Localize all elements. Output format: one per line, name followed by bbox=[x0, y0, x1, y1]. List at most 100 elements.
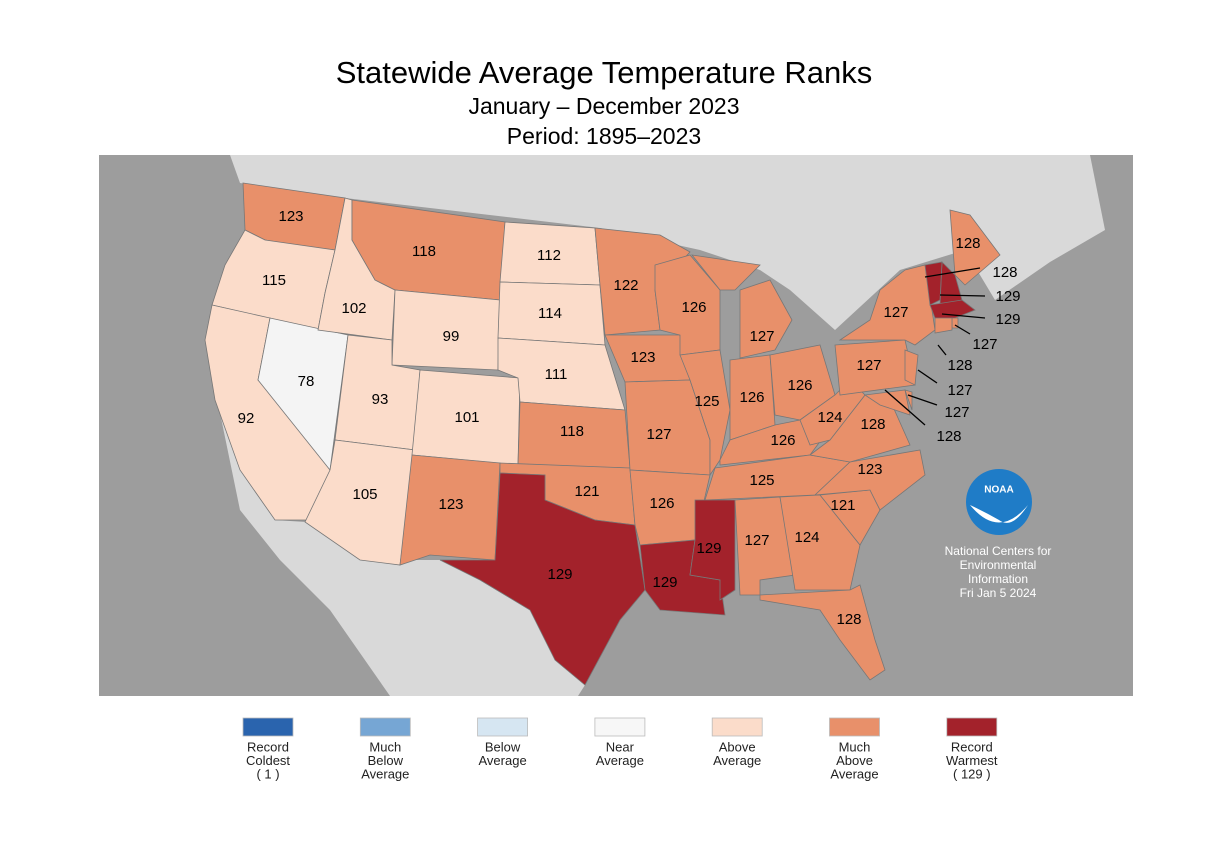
legend-label: Warmest bbox=[946, 753, 998, 768]
credit-line: National Centers for bbox=[945, 544, 1052, 558]
legend-label: Above bbox=[836, 753, 873, 768]
state-rank: 114 bbox=[538, 305, 562, 322]
states: 123 115 92 78 102 118 99 93 105 101 123 112 114 111 11… bbox=[204, 182, 1021, 686]
legend-swatch bbox=[242, 717, 294, 737]
mexico bbox=[205, 305, 585, 696]
state bbox=[679, 349, 731, 477]
state-rank: 126 bbox=[739, 389, 764, 406]
legend-label: Average bbox=[361, 766, 409, 781]
state-rank: 115 bbox=[262, 272, 286, 289]
legend-swatch bbox=[711, 717, 763, 737]
leader-line bbox=[954, 324, 971, 335]
noaa-logo: NOAA bbox=[966, 469, 1032, 535]
leader-line bbox=[917, 369, 938, 384]
state-rank: 127 bbox=[947, 382, 972, 399]
state bbox=[904, 349, 919, 386]
legend-swatch bbox=[477, 717, 529, 737]
state-rank: 101 bbox=[454, 409, 479, 426]
state-rank: 124 bbox=[817, 409, 842, 426]
title: Statewide Average Temperature Ranks bbox=[336, 55, 873, 90]
state-rank: 129 bbox=[696, 540, 721, 557]
period: Period: 1895–2023 bbox=[507, 123, 701, 149]
state-rank: 112 bbox=[537, 247, 561, 264]
leader-line bbox=[941, 313, 986, 319]
legend-label: ( 129 ) bbox=[953, 766, 991, 781]
logo-circle bbox=[966, 469, 1032, 535]
leader-line bbox=[884, 389, 926, 426]
state-rank: 127 bbox=[883, 304, 908, 321]
legend-label: Near bbox=[606, 739, 635, 754]
state bbox=[924, 261, 943, 306]
state-rank: 128 bbox=[955, 235, 980, 252]
legend-label: Record bbox=[247, 739, 289, 754]
legend-label: Record bbox=[951, 739, 993, 754]
state bbox=[399, 454, 501, 566]
state-rank: 126 bbox=[649, 495, 674, 512]
state-rank: 129 bbox=[995, 311, 1020, 328]
state bbox=[904, 389, 913, 411]
state bbox=[689, 499, 736, 601]
state-rank: 93 bbox=[372, 391, 389, 408]
state-rank: 99 bbox=[443, 328, 460, 345]
state bbox=[934, 317, 953, 334]
state-rank: 121 bbox=[830, 497, 855, 514]
state-rank: 127 bbox=[749, 328, 774, 345]
state bbox=[759, 584, 886, 681]
leader-line bbox=[924, 267, 981, 278]
credit-line: Information bbox=[968, 572, 1028, 586]
state-rank: 123 bbox=[630, 349, 655, 366]
state-rank: 128 bbox=[947, 357, 972, 374]
state bbox=[779, 494, 861, 591]
legend-label: Much bbox=[369, 739, 401, 754]
leader-line bbox=[937, 344, 947, 356]
state-rank: 127 bbox=[646, 426, 671, 443]
state bbox=[929, 299, 976, 321]
state-rank: 125 bbox=[694, 393, 719, 410]
legend-label: Average bbox=[596, 753, 644, 768]
state-rank: 127 bbox=[744, 532, 769, 549]
legend-swatch bbox=[829, 717, 880, 737]
state-rank: 78 bbox=[298, 373, 315, 390]
state-rank: 121 bbox=[574, 483, 599, 500]
state-rank: 128 bbox=[860, 416, 885, 433]
logo-text: NOAA bbox=[984, 485, 1013, 496]
state-rank: 127 bbox=[944, 404, 969, 421]
state-rank: 123 bbox=[857, 461, 882, 478]
legend-label: Below bbox=[368, 753, 404, 768]
state-rank: 111 bbox=[545, 366, 568, 383]
state-rank: 118 bbox=[412, 243, 436, 260]
legend-label: Below bbox=[485, 739, 521, 754]
state-rank: 123 bbox=[278, 208, 303, 225]
logo-wave bbox=[970, 505, 1028, 523]
legend-label: Average bbox=[830, 766, 878, 781]
state bbox=[863, 389, 911, 416]
state-rank: 129 bbox=[547, 566, 572, 583]
legend-label: Much bbox=[839, 739, 871, 754]
leader-line bbox=[939, 294, 986, 297]
state-rank: 126 bbox=[787, 377, 812, 394]
legend-label: Coldest bbox=[246, 753, 290, 768]
legend-swatch bbox=[594, 717, 646, 737]
legend-swatch bbox=[359, 717, 411, 737]
legend-swatch bbox=[946, 717, 998, 737]
state-rank: 102 bbox=[341, 300, 366, 317]
state-rank: 118 bbox=[560, 423, 584, 440]
legend-label: ( 1 ) bbox=[256, 766, 279, 781]
credit-line: Environmental bbox=[960, 558, 1037, 572]
state bbox=[949, 209, 1001, 286]
state bbox=[691, 254, 793, 359]
state-rank: 127 bbox=[972, 336, 997, 353]
state-rank: 129 bbox=[995, 288, 1020, 305]
state-rank: 127 bbox=[856, 357, 881, 374]
state-rank: 122 bbox=[613, 277, 638, 294]
state-rank: 123 bbox=[438, 496, 463, 513]
state-rank: 129 bbox=[652, 574, 677, 591]
state-rank: 126 bbox=[770, 432, 795, 449]
state-rank: 92 bbox=[238, 410, 255, 427]
credit: National Centers forEnvironmentalInforma… bbox=[945, 544, 1052, 600]
state bbox=[439, 472, 646, 686]
state-rank: 128 bbox=[836, 611, 861, 628]
